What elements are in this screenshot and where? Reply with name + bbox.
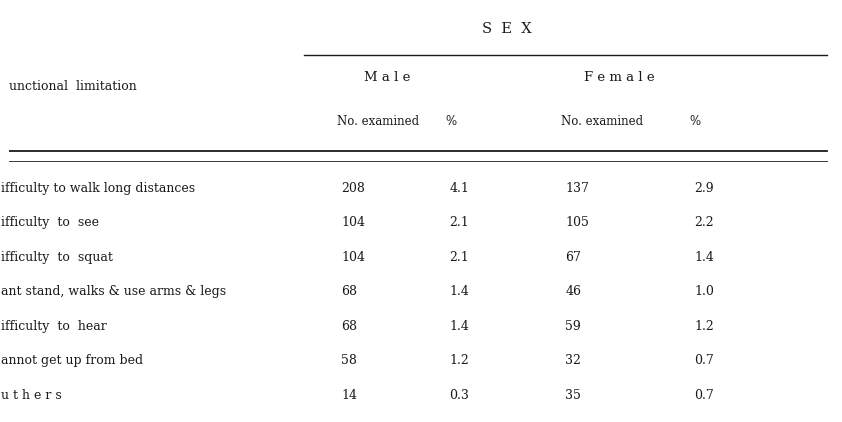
Text: 1.4: 1.4	[694, 251, 714, 264]
Text: 32: 32	[565, 354, 581, 368]
Text: 104: 104	[341, 216, 365, 229]
Text: 4.1: 4.1	[449, 181, 469, 195]
Text: annot get up from bed: annot get up from bed	[1, 354, 143, 368]
Text: unctional  limitation: unctional limitation	[9, 80, 137, 92]
Text: No. examined: No. examined	[562, 115, 643, 128]
Text: 0.7: 0.7	[694, 389, 714, 402]
Text: 2.1: 2.1	[449, 251, 469, 264]
Text: ifficulty  to  squat: ifficulty to squat	[1, 251, 113, 264]
Text: 1.4: 1.4	[449, 285, 469, 298]
Text: 2.1: 2.1	[449, 216, 469, 229]
Text: 67: 67	[565, 251, 581, 264]
Text: 1.2: 1.2	[449, 354, 469, 368]
Text: %: %	[445, 115, 456, 128]
Text: u t h e r s: u t h e r s	[1, 389, 61, 402]
Text: 0.3: 0.3	[449, 389, 469, 402]
Text: ant stand, walks & use arms & legs: ant stand, walks & use arms & legs	[1, 285, 226, 298]
Text: 0.7: 0.7	[694, 354, 714, 368]
Text: 137: 137	[565, 181, 589, 195]
Text: 58: 58	[341, 354, 357, 368]
Text: 46: 46	[565, 285, 581, 298]
Text: 35: 35	[565, 389, 581, 402]
Text: 1.0: 1.0	[694, 285, 714, 298]
Text: 14: 14	[341, 389, 357, 402]
Text: ifficulty  to  see: ifficulty to see	[1, 216, 99, 229]
Text: 68: 68	[341, 320, 357, 333]
Text: 59: 59	[565, 320, 581, 333]
Text: ifficulty  to  hear: ifficulty to hear	[1, 320, 107, 333]
Text: 105: 105	[565, 216, 589, 229]
Text: M a l e: M a l e	[364, 71, 410, 84]
Text: F e m a l e: F e m a l e	[584, 71, 654, 84]
Text: 1.4: 1.4	[449, 320, 469, 333]
Text: 104: 104	[341, 251, 365, 264]
Text: ifficulty to walk long distances: ifficulty to walk long distances	[1, 181, 195, 195]
Text: 1.2: 1.2	[694, 320, 714, 333]
Text: 68: 68	[341, 285, 357, 298]
Text: No. examined: No. examined	[337, 115, 419, 128]
Text: %: %	[690, 115, 701, 128]
Text: 2.2: 2.2	[694, 216, 714, 229]
Text: 208: 208	[341, 181, 365, 195]
Text: S  E  X: S E X	[482, 22, 532, 35]
Text: 2.9: 2.9	[694, 181, 714, 195]
